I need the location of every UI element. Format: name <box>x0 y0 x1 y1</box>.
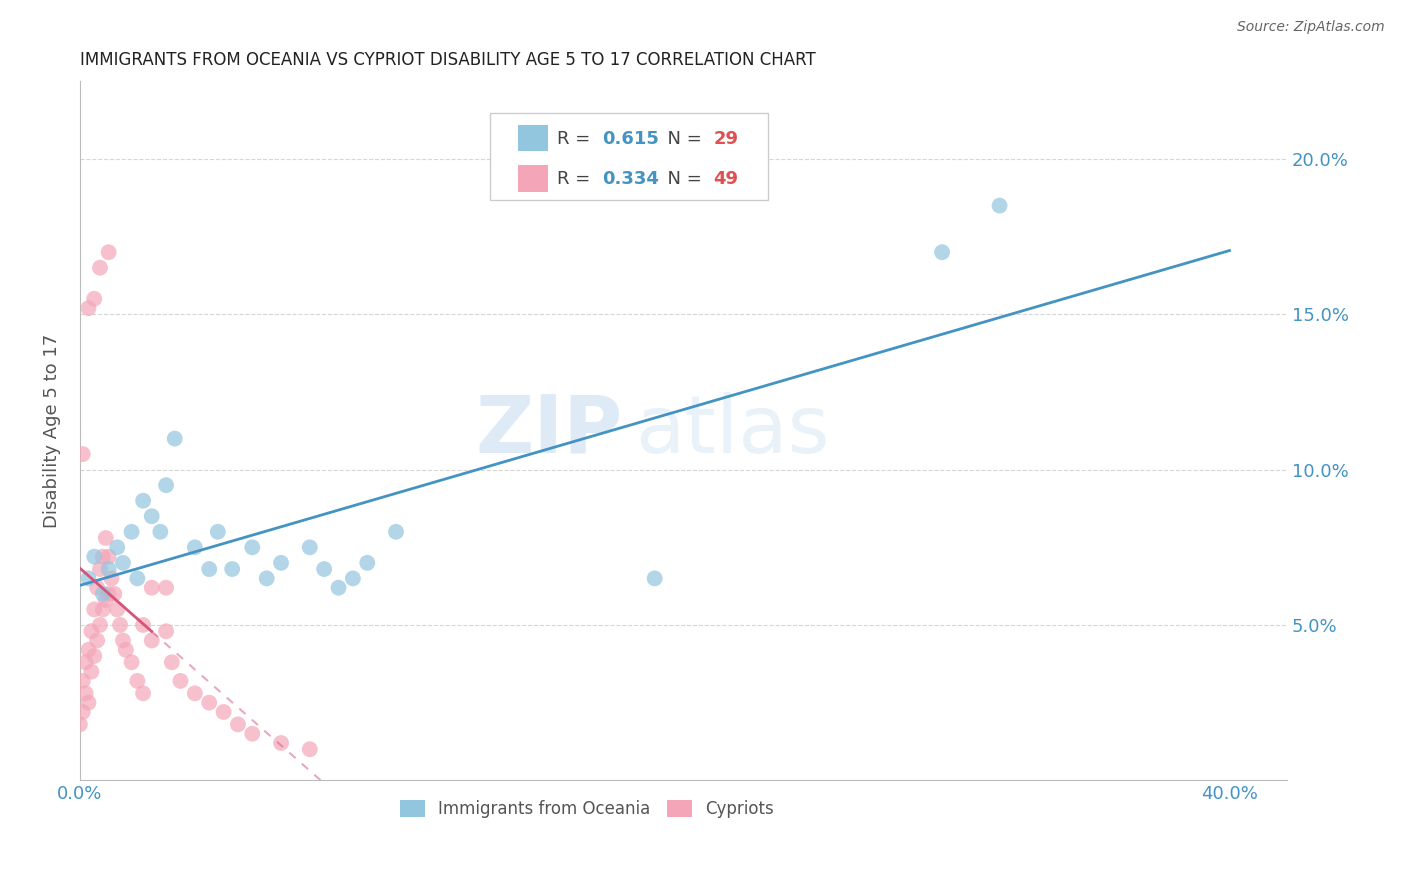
Point <box>212 705 235 719</box>
Point <box>644 571 666 585</box>
Point <box>356 556 378 570</box>
Point <box>91 602 114 616</box>
Point <box>105 541 128 555</box>
Point <box>86 633 108 648</box>
Point <box>155 624 177 639</box>
Text: 0.334: 0.334 <box>603 170 659 188</box>
Point <box>169 673 191 688</box>
Point <box>94 593 117 607</box>
Point <box>89 260 111 275</box>
Point <box>155 581 177 595</box>
Point <box>77 696 100 710</box>
Point <box>89 562 111 576</box>
Point <box>108 618 131 632</box>
Point <box>988 198 1011 212</box>
Point <box>141 509 163 524</box>
Point <box>100 571 122 585</box>
FancyBboxPatch shape <box>491 112 768 200</box>
Point <box>89 618 111 632</box>
Point <box>226 717 249 731</box>
Point <box>77 643 100 657</box>
Point <box>385 524 408 539</box>
Point <box>115 643 138 657</box>
Point <box>83 292 105 306</box>
Point <box>83 648 105 663</box>
Text: ZIP: ZIP <box>475 392 623 470</box>
Point <box>132 493 155 508</box>
Point <box>342 571 364 585</box>
Point <box>111 633 134 648</box>
Point <box>75 686 97 700</box>
Point <box>83 602 105 616</box>
Point <box>72 447 94 461</box>
Point <box>103 587 125 601</box>
Point <box>80 624 103 639</box>
Point <box>298 541 321 555</box>
Point <box>127 571 149 585</box>
Text: Source: ZipAtlas.com: Source: ZipAtlas.com <box>1237 20 1385 34</box>
Point <box>141 581 163 595</box>
Point <box>127 673 149 688</box>
Text: 49: 49 <box>714 170 738 188</box>
Point <box>270 736 292 750</box>
Point <box>91 587 114 601</box>
Text: R =: R = <box>557 130 596 148</box>
Y-axis label: Disability Age 5 to 17: Disability Age 5 to 17 <box>44 334 60 528</box>
Point <box>97 587 120 601</box>
Point <box>198 562 221 576</box>
Point <box>105 602 128 616</box>
Legend: Immigrants from Oceania, Cypriots: Immigrants from Oceania, Cypriots <box>394 793 780 824</box>
Text: 0.615: 0.615 <box>603 130 659 148</box>
Point <box>69 717 91 731</box>
Point <box>97 245 120 260</box>
Point <box>72 673 94 688</box>
Point <box>83 549 105 564</box>
Point <box>97 562 120 576</box>
Point <box>184 686 207 700</box>
Point <box>132 618 155 632</box>
Point <box>77 571 100 585</box>
Text: atlas: atlas <box>636 392 830 470</box>
Point <box>121 524 143 539</box>
Point <box>270 556 292 570</box>
Text: 29: 29 <box>714 130 738 148</box>
Text: IMMIGRANTS FROM OCEANIA VS CYPRIOT DISABILITY AGE 5 TO 17 CORRELATION CHART: IMMIGRANTS FROM OCEANIA VS CYPRIOT DISAB… <box>80 51 815 69</box>
Point <box>298 742 321 756</box>
Point <box>160 655 183 669</box>
Point <box>86 581 108 595</box>
Point <box>121 655 143 669</box>
Point <box>314 562 336 576</box>
Point <box>141 633 163 648</box>
Point <box>132 686 155 700</box>
Point <box>931 245 953 260</box>
Point <box>77 301 100 315</box>
Point <box>91 549 114 564</box>
Text: N =: N = <box>655 170 707 188</box>
Point <box>97 549 120 564</box>
Point <box>163 432 186 446</box>
Point <box>80 665 103 679</box>
Point <box>184 541 207 555</box>
Point <box>256 571 278 585</box>
Point <box>155 478 177 492</box>
Point <box>72 705 94 719</box>
Point <box>221 562 243 576</box>
FancyBboxPatch shape <box>517 125 548 152</box>
Point <box>207 524 229 539</box>
FancyBboxPatch shape <box>517 165 548 192</box>
Point <box>240 727 263 741</box>
Point <box>240 541 263 555</box>
Text: R =: R = <box>557 170 596 188</box>
Point <box>198 696 221 710</box>
Point <box>328 581 350 595</box>
Text: N =: N = <box>655 130 707 148</box>
Point <box>111 556 134 570</box>
Point <box>149 524 172 539</box>
Point <box>94 531 117 545</box>
Point <box>75 655 97 669</box>
